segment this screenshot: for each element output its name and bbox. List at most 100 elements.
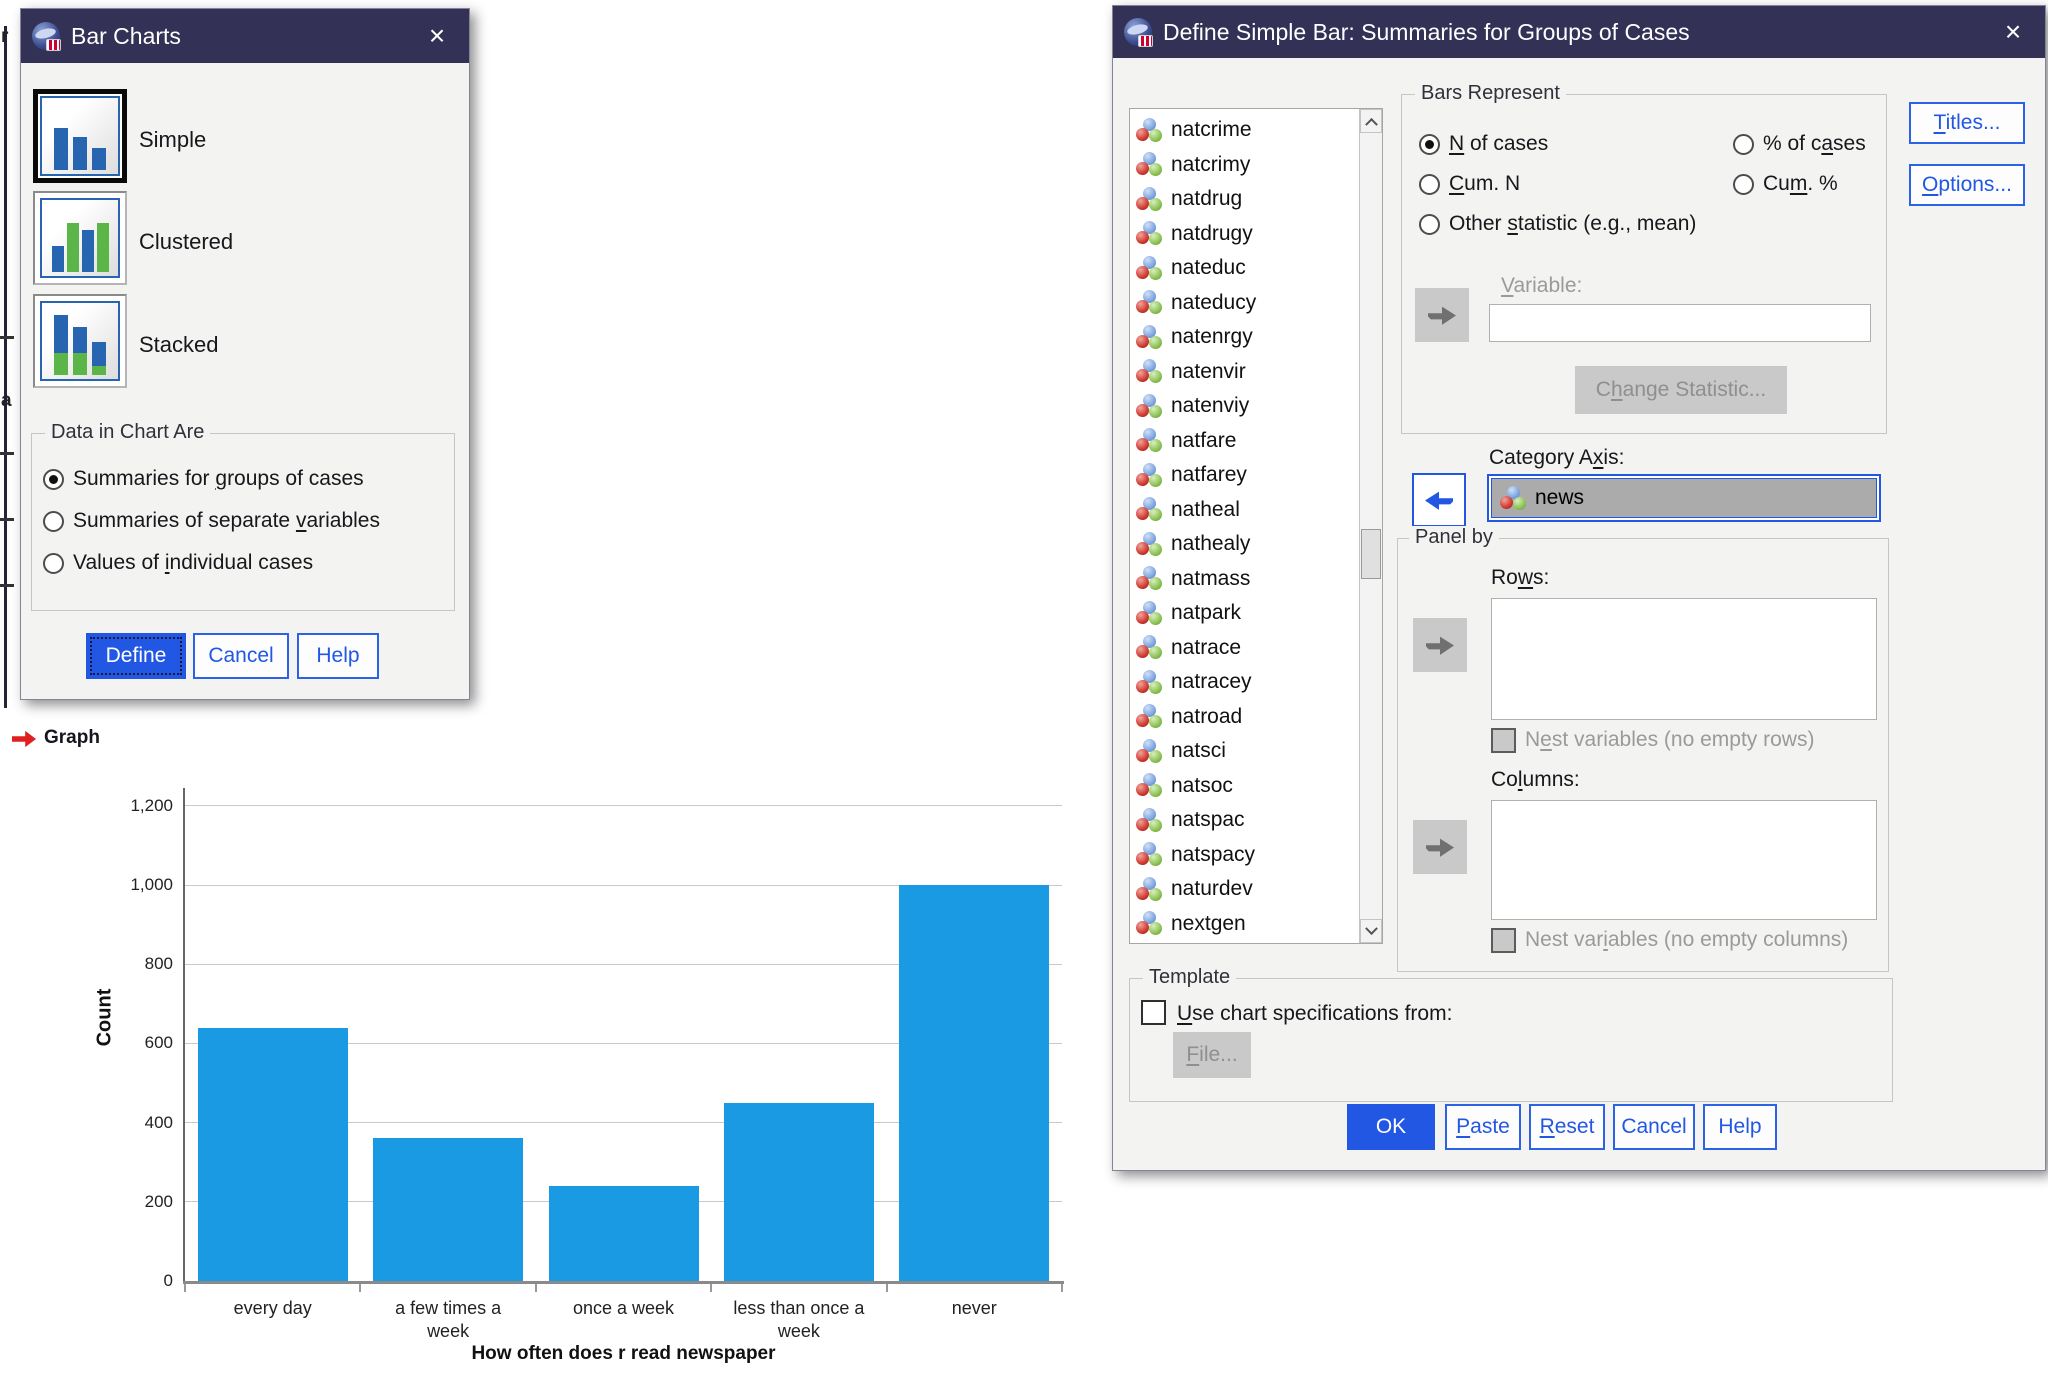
category-axis-value: news (1535, 486, 1585, 509)
variable-list-item[interactable]: nathealy (1136, 527, 1382, 562)
nest-columns-checkbox[interactable] (1491, 928, 1516, 953)
cancel-button[interactable]: Cancel (193, 633, 289, 679)
bar-charts-dialog: Bar Charts × Simple Clustered Stacked (20, 8, 470, 700)
right-arrow-icon (1426, 636, 1454, 655)
define-button[interactable]: Define (86, 633, 186, 679)
scrollbar-thumb[interactable] (1361, 529, 1381, 579)
file-button[interactable]: File... (1173, 1032, 1251, 1078)
variable-list-item[interactable]: natmass (1136, 562, 1382, 597)
variable-list-item[interactable]: natspac (1136, 803, 1382, 838)
scroll-down-icon[interactable] (1360, 919, 1382, 943)
background-tick (0, 584, 14, 587)
radio-n-of-cases[interactable]: N of cases (1419, 132, 1548, 156)
variable-name: naturdev (1171, 877, 1253, 901)
titles-button[interactable]: Titles... (1909, 102, 2025, 144)
output-item-arrow-icon (12, 730, 36, 748)
help-button[interactable]: Help (297, 633, 379, 679)
variable-list-item[interactable]: natenviy (1136, 389, 1382, 424)
nominal-variable-icon (1136, 221, 1163, 246)
close-icon[interactable]: × (2004, 16, 2022, 47)
variable-name: nextgen (1171, 911, 1246, 935)
radio-cum-n[interactable]: Cum. N (1419, 172, 1520, 196)
change-statistic-button[interactable]: Change Statistic... (1575, 366, 1787, 414)
use-chart-specs-checkbox[interactable] (1141, 1000, 1166, 1025)
variable-list-item[interactable]: nateducy (1136, 286, 1382, 321)
nest-columns-label: Nest variables (no empty columns) (1525, 928, 1849, 951)
variable-list-item[interactable]: natfare (1136, 424, 1382, 459)
variable-list-scrollbar[interactable] (1359, 109, 1382, 943)
category-axis-field[interactable]: news (1487, 474, 1881, 522)
radio-circle (43, 468, 64, 490)
nominal-variable-icon (1136, 462, 1163, 488)
columns-label: Columns: (1491, 768, 1580, 791)
background-tick (0, 518, 14, 521)
ok-button[interactable]: OK (1347, 1104, 1435, 1150)
variable-list[interactable]: natcrime natcrimy natdrug natdrugy nated… (1129, 108, 1383, 944)
spss-app-icon (31, 21, 61, 51)
variable-list-item[interactable]: natsci (1136, 734, 1382, 769)
variable-list-item[interactable]: natenvir (1136, 355, 1382, 390)
scroll-up-icon[interactable] (1360, 109, 1382, 133)
reset-button[interactable]: Reset (1529, 1104, 1605, 1150)
define-dialog-titlebar[interactable]: Define Simple Bar: Summaries for Groups … (1113, 6, 2045, 58)
variable-list-item[interactable]: natroad (1136, 700, 1382, 735)
nominal-variable-icon (1136, 738, 1163, 764)
radio-summaries-groups[interactable]: Summaries for groups of cases (43, 467, 364, 491)
variable-field[interactable] (1489, 304, 1871, 342)
radio-cum-percent[interactable]: Cum. % (1733, 172, 1838, 196)
radio-circle (43, 552, 64, 574)
radio-label: Summaries of separate variables (73, 509, 380, 532)
chart-ytick-label: 200 (144, 1191, 173, 1211)
variable-name: natspacy (1171, 842, 1256, 866)
radio-values-individual[interactable]: Values of individual cases (43, 551, 313, 575)
variable-list-item[interactable]: natsoc (1136, 769, 1382, 804)
variable-list-item[interactable]: natdrug (1136, 182, 1382, 217)
variable-list-item[interactable]: natspacy (1136, 838, 1382, 873)
radio-label: Cum. % (1763, 172, 1838, 195)
variable-list-item[interactable]: natrace (1136, 631, 1382, 666)
variable-list-item[interactable]: nextgen (1136, 907, 1382, 942)
variable-list-item[interactable]: natpark (1136, 596, 1382, 631)
nominal-variable-icon (1136, 876, 1163, 902)
radio-other-statistic[interactable]: Other statistic (e.g., mean) (1419, 212, 1696, 236)
radio-summaries-variables[interactable]: Summaries of separate variables (43, 509, 380, 533)
move-rows-button[interactable] (1413, 618, 1467, 672)
nominal-variable-icon (1136, 600, 1163, 626)
variable-list-item[interactable]: natenrgy (1136, 320, 1382, 355)
chart-gridline (185, 1122, 1062, 1124)
variable-list-item[interactable]: natfarey (1136, 458, 1382, 493)
nest-rows-checkbox[interactable] (1491, 728, 1516, 753)
output-item-graph-label[interactable]: Graph (44, 727, 100, 748)
variable-list-item[interactable]: natcrimy (1136, 148, 1382, 183)
dialog-title: Bar Charts (71, 22, 181, 49)
help-button[interactable]: Help (1703, 1104, 1777, 1150)
data-in-chart-are-title: Data in Chart Are (45, 421, 211, 444)
variable-list-item[interactable]: natcrime (1136, 113, 1382, 148)
radio-percent-of-cases[interactable]: % of cases (1733, 132, 1866, 156)
move-category-axis-button[interactable] (1412, 473, 1466, 527)
columns-panel-list[interactable] (1491, 800, 1877, 920)
variable-list-item[interactable]: naturdev (1136, 872, 1382, 907)
nominal-variable-icon (1136, 842, 1163, 867)
variable-list-item[interactable]: natdrugy (1136, 217, 1382, 252)
chart-type-clustered-tile[interactable] (33, 191, 127, 285)
bar-charts-titlebar[interactable]: Bar Charts × (21, 9, 469, 63)
radio-label: Other statistic (e.g., mean) (1449, 212, 1697, 235)
background-text-fragment: a (1, 390, 12, 411)
move-columns-button[interactable] (1413, 820, 1467, 874)
variable-name: natdrugy (1171, 221, 1253, 245)
options-button[interactable]: Options... (1909, 164, 2025, 206)
variable-list-item[interactable]: natracey (1136, 665, 1382, 700)
nominal-variable-icon (1136, 393, 1163, 419)
variable-list-item[interactable]: nateduc (1136, 251, 1382, 286)
chart-ytick-label: 1,200 (130, 795, 173, 815)
chart-ytick-label: 800 (144, 954, 173, 974)
rows-panel-list[interactable] (1491, 598, 1877, 720)
chart-type-simple-tile[interactable] (33, 89, 127, 183)
variable-list-item[interactable]: natheal (1136, 493, 1382, 528)
paste-button[interactable]: Paste (1445, 1104, 1521, 1150)
move-variable-button[interactable] (1415, 288, 1469, 342)
close-icon[interactable]: × (428, 20, 446, 51)
chart-type-stacked-tile[interactable] (33, 294, 127, 388)
cancel-button[interactable]: Cancel (1613, 1104, 1695, 1150)
